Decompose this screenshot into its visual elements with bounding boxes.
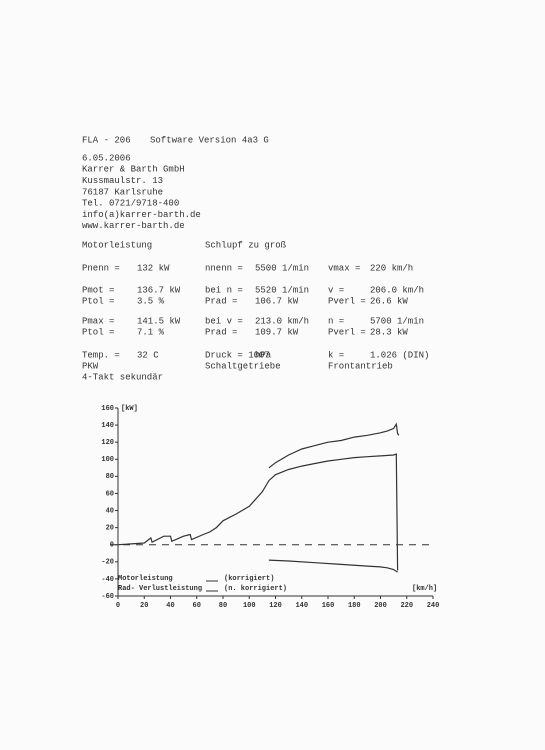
table-cell: nnenn = [205, 263, 243, 273]
table-cell: v = [328, 285, 344, 295]
address-line: info(a)karrer-barth.de [82, 210, 201, 220]
table-cell: 132 kW [137, 263, 170, 273]
table-cell: 26.6 kW [370, 296, 408, 306]
curve [268, 559, 398, 573]
table-footer: Frontantrieb [328, 361, 393, 371]
address-line: Karrer & Barth GmbH [82, 165, 185, 175]
table-last: 4-Takt sekundär [82, 372, 163, 382]
table-cell: 1.026 (DIN) [370, 350, 429, 360]
section-note: Schlupf zu groß [205, 240, 287, 250]
table-cell: Temp. = [82, 350, 120, 360]
table-cell: 7.1 % [137, 327, 165, 337]
table-cell: hPa [255, 350, 272, 360]
y-tick-label: 80 [106, 473, 114, 481]
table-cell: Druck = 1007 [205, 350, 270, 360]
table-cell: Pmot = [82, 285, 114, 295]
x-tick-label: 20 [140, 602, 148, 610]
table-cell: 141.5 kW [137, 316, 181, 326]
y-tick-label: 0 [110, 542, 114, 550]
x-tick-label: 0 [116, 602, 120, 610]
x-tick-label: 220 [400, 602, 413, 610]
table-cell: Pmax = [82, 316, 114, 326]
chart: -60 -40 -20 0 20 40 60 80 100 120 140 160 0 20 40 60 80 1… [101, 405, 439, 610]
table-footer: Schaltgetriebe [205, 361, 281, 371]
table-cell: 28.3 kW [370, 327, 408, 337]
table-cell: Ptol = [82, 327, 114, 337]
x-tick-label: 180 [348, 602, 361, 610]
table-cell: Pverl = [328, 296, 366, 306]
legend-note: (n. korrigiert) [224, 585, 287, 593]
y-tick-label: 160 [101, 405, 114, 413]
legend-note: (korrigiert) [224, 575, 274, 583]
x-tick-label: 200 [374, 602, 387, 610]
y-tick-label: 40 [106, 507, 114, 515]
x-tick-label: 80 [219, 602, 227, 610]
x-tick-label: 140 [295, 602, 308, 610]
y-tick-label: 100 [101, 456, 114, 464]
section-title: Motorleistung [82, 240, 152, 250]
x-axis-label: [km/h] [412, 585, 437, 593]
table-cell: 3.5 % [137, 296, 165, 306]
y-tick-label: -20 [101, 559, 114, 567]
x-tick-label: 240 [427, 602, 440, 610]
table-cell: 106.7 kW [255, 296, 299, 306]
x-tick-label: 60 [193, 602, 201, 610]
address-line: Tel. 0721/9718-400 [82, 199, 179, 209]
table-cell: 206.0 km/h [370, 285, 424, 295]
x-tick-label: 40 [166, 602, 174, 610]
y-tick-label: -60 [101, 593, 114, 601]
legend-label: Motorleistung [118, 575, 173, 583]
y-axis-label: [kW] [121, 405, 138, 413]
table-cell: 220 km/h [370, 263, 413, 273]
table-cell: 109.7 kW [255, 327, 299, 337]
y-tick-label: 140 [101, 422, 114, 430]
doc-title: FLA - 206 [82, 135, 131, 145]
table-cell: 136.7 kW [137, 285, 181, 295]
table-cell: bei v = [205, 316, 243, 326]
x-tick-label: 100 [243, 602, 256, 610]
curve [268, 422, 400, 469]
table-cell: 5520 1/min [255, 285, 309, 295]
doc-version: Software Version 4a3 G [150, 135, 269, 145]
table-cell: Ptol = [82, 296, 114, 306]
x-tick-label: 120 [269, 602, 282, 610]
table-cell: 5500 1/min [255, 263, 309, 273]
table-cell: Prad = [205, 327, 237, 337]
table-cell: Pverl = [328, 327, 366, 337]
curve [117, 453, 399, 571]
address-line: Kussmaulstr. 13 [82, 176, 163, 186]
table-cell: Prad = [205, 296, 237, 306]
y-tick-label: 20 [106, 524, 114, 532]
y-tick-label: 120 [101, 439, 114, 447]
address-line: 76187 Karlsruhe [82, 187, 163, 197]
table-cell: n = [328, 316, 344, 326]
table-cell: k = [328, 350, 344, 360]
address-line: www.karrer-barth.de [82, 221, 185, 231]
table-cell: Pnenn = [82, 263, 120, 273]
table-footer: PKW [82, 361, 99, 371]
table-cell: 32 C [137, 350, 159, 360]
table-cell: vmax = [328, 263, 360, 273]
address-line: 6.05.2006 [82, 153, 131, 163]
y-tick-label: -40 [101, 576, 114, 584]
table-cell: 213.0 km/h [255, 316, 309, 326]
table-cell: 5700 1/min [370, 316, 424, 326]
legend-label: Rad- Verlustleistung [118, 585, 202, 593]
table-cell: bei n = [205, 285, 243, 295]
y-tick-label: 60 [106, 490, 114, 498]
x-tick-label: 160 [322, 602, 335, 610]
